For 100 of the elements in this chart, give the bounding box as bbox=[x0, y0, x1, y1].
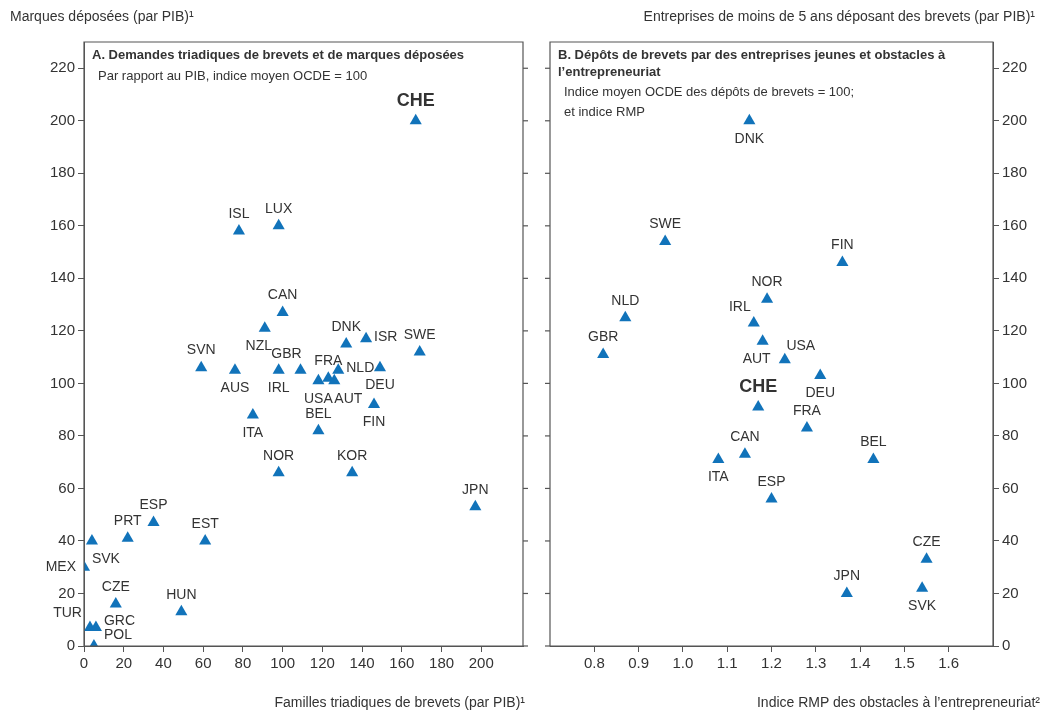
x-tick-label: 1.4 bbox=[849, 654, 871, 672]
annotation: JPN bbox=[462, 480, 489, 497]
annotation: JPN bbox=[833, 567, 861, 584]
x-tick-label: 200 bbox=[468, 654, 494, 672]
y-tick-label: 200 bbox=[1002, 110, 1028, 128]
point bbox=[814, 368, 827, 380]
y-tick-label: 140 bbox=[1002, 268, 1028, 286]
y-tick-label: 80 bbox=[58, 426, 75, 444]
point bbox=[756, 334, 769, 345]
point bbox=[840, 586, 853, 597]
point bbox=[743, 113, 756, 125]
annotation: FIN bbox=[362, 413, 386, 430]
point bbox=[367, 397, 381, 408]
point bbox=[272, 218, 285, 230]
y-tick-label: 40 bbox=[1002, 531, 1019, 549]
annotation: CHE bbox=[739, 375, 778, 396]
point bbox=[147, 515, 160, 527]
x-tick-label: 1.0 bbox=[672, 654, 694, 672]
annotation: DNK bbox=[734, 129, 765, 146]
x-axis-title: Familles triadiques de brevets (par PIB)¹ bbox=[274, 694, 525, 710]
point bbox=[916, 581, 929, 592]
annotation: AUT bbox=[742, 350, 772, 367]
point bbox=[258, 321, 271, 332]
annotation: AUS bbox=[220, 379, 250, 396]
annotation: GBR bbox=[271, 345, 302, 362]
annotation: ESP bbox=[757, 472, 786, 489]
y-tick-label: 60 bbox=[58, 478, 75, 496]
annotation: CHE bbox=[396, 89, 435, 110]
x-tick-label: 140 bbox=[349, 654, 375, 672]
annotation: EST bbox=[191, 514, 220, 531]
annotation: BEL bbox=[860, 433, 887, 450]
point bbox=[712, 452, 725, 464]
x-tick-label: 160 bbox=[389, 654, 415, 672]
y-tick-label: 220 bbox=[1002, 58, 1028, 76]
annotation: BEL bbox=[305, 404, 332, 421]
y-tick-label: 140 bbox=[49, 268, 75, 286]
point bbox=[836, 255, 849, 267]
annotation: ITA bbox=[242, 423, 264, 440]
annotation: NLD bbox=[611, 291, 640, 308]
x-tick-label: 0 bbox=[79, 654, 89, 672]
point bbox=[800, 421, 813, 432]
y-tick-label: 80 bbox=[1002, 426, 1019, 444]
y-tick-label: 0 bbox=[1002, 636, 1011, 654]
y-tick-label: 20 bbox=[1002, 583, 1019, 601]
y-tick-label: 60 bbox=[1002, 478, 1019, 496]
point bbox=[195, 360, 208, 372]
y-tick-label: 180 bbox=[49, 163, 75, 181]
x-tick-label: 20 bbox=[115, 654, 133, 672]
point bbox=[294, 363, 307, 374]
annotation: DEU bbox=[365, 376, 395, 393]
x-tick-label: 1.5 bbox=[893, 654, 915, 672]
x-tick-label: 40 bbox=[155, 654, 172, 672]
annotation: FRA bbox=[314, 352, 343, 368]
point bbox=[246, 407, 259, 419]
y-tick-label: 180 bbox=[1002, 163, 1028, 181]
annotation: DNK bbox=[331, 317, 362, 334]
y-tick-label: 40 bbox=[58, 531, 75, 549]
annotation: SWE bbox=[649, 215, 682, 232]
point bbox=[360, 331, 373, 343]
annotation: SVN bbox=[186, 341, 216, 358]
point bbox=[340, 337, 353, 348]
annotation: PRT bbox=[113, 512, 143, 529]
y-tick-label: 200 bbox=[49, 110, 75, 128]
point bbox=[409, 113, 422, 125]
annotation: SWE bbox=[403, 325, 436, 342]
x-tick-label: 0.9 bbox=[628, 654, 650, 672]
annotation: ISL bbox=[228, 204, 250, 221]
annotation: USA bbox=[304, 389, 334, 406]
annotation: ESP bbox=[139, 496, 168, 513]
x-tick-label: 180 bbox=[429, 654, 455, 672]
point bbox=[373, 360, 387, 372]
annotation: HUN bbox=[166, 585, 197, 602]
point bbox=[199, 533, 212, 545]
point bbox=[232, 224, 245, 235]
annotation: IRL bbox=[267, 379, 290, 396]
x-axis-title: Indice RMP des obstacles à l’entrepreneuriat² bbox=[756, 694, 1040, 710]
y-tick-label: 120 bbox=[1002, 321, 1028, 339]
point bbox=[659, 234, 672, 246]
point bbox=[312, 373, 325, 385]
y-tick-label: 100 bbox=[1002, 373, 1028, 391]
point bbox=[867, 452, 880, 464]
y-tick-label: 20 bbox=[58, 583, 75, 601]
point bbox=[752, 400, 765, 411]
y-axis-title: Marques déposées (par PIB)¹ bbox=[10, 8, 194, 24]
point bbox=[121, 531, 134, 542]
text: Indice moyen OCDE des dépôts de brevets = 100; et indice RMP bbox=[564, 83, 856, 121]
point bbox=[765, 491, 778, 503]
point bbox=[276, 305, 289, 316]
point bbox=[272, 465, 285, 477]
annotation: DEU bbox=[805, 384, 836, 401]
annotation: NLD bbox=[346, 359, 375, 376]
annotation: TUR bbox=[53, 604, 82, 621]
annotation: GBR bbox=[587, 328, 619, 345]
y-tick-label: 160 bbox=[1002, 215, 1028, 233]
point bbox=[597, 347, 610, 358]
point bbox=[761, 292, 774, 303]
point bbox=[778, 352, 791, 364]
x-tick-label: 120 bbox=[309, 654, 335, 672]
annotation: IRL bbox=[728, 297, 751, 314]
point bbox=[328, 373, 341, 385]
